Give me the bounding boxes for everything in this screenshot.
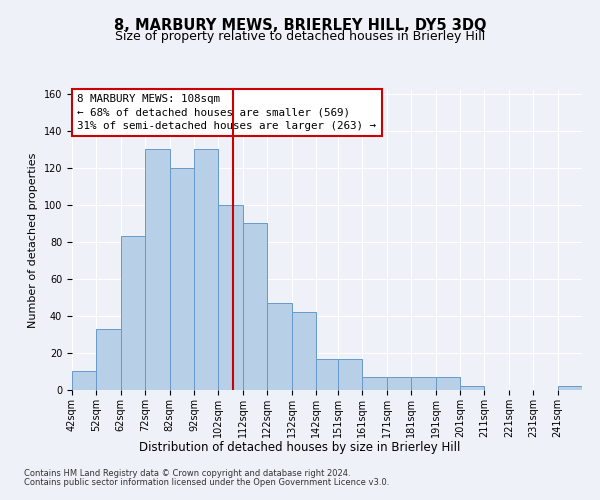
Bar [72, 372, 97, 390]
Bar [267, 303, 292, 390]
Bar [170, 168, 194, 390]
Bar [436, 377, 460, 390]
Bar [292, 312, 316, 390]
Text: Distribution of detached houses by size in Brierley Hill: Distribution of detached houses by size … [139, 441, 461, 454]
Bar [121, 236, 145, 390]
Bar [145, 150, 170, 390]
Bar [460, 386, 484, 390]
Text: Size of property relative to detached houses in Brierley Hill: Size of property relative to detached ho… [115, 30, 485, 43]
Bar [218, 205, 243, 390]
Bar [387, 377, 411, 390]
Text: Contains HM Land Registry data © Crown copyright and database right 2024.: Contains HM Land Registry data © Crown c… [24, 469, 350, 478]
Bar [411, 377, 436, 390]
Text: Contains public sector information licensed under the Open Government Licence v3: Contains public sector information licen… [24, 478, 389, 487]
Y-axis label: Number of detached properties: Number of detached properties [28, 152, 38, 328]
Bar [243, 224, 267, 390]
Bar [316, 358, 338, 390]
Text: 8 MARBURY MEWS: 108sqm
← 68% of detached houses are smaller (569)
31% of semi-de: 8 MARBURY MEWS: 108sqm ← 68% of detached… [77, 94, 376, 131]
Bar [362, 377, 387, 390]
Bar [557, 386, 582, 390]
Bar [338, 358, 362, 390]
Bar [97, 329, 121, 390]
Bar [194, 150, 218, 390]
Text: 8, MARBURY MEWS, BRIERLEY HILL, DY5 3DQ: 8, MARBURY MEWS, BRIERLEY HILL, DY5 3DQ [114, 18, 486, 32]
